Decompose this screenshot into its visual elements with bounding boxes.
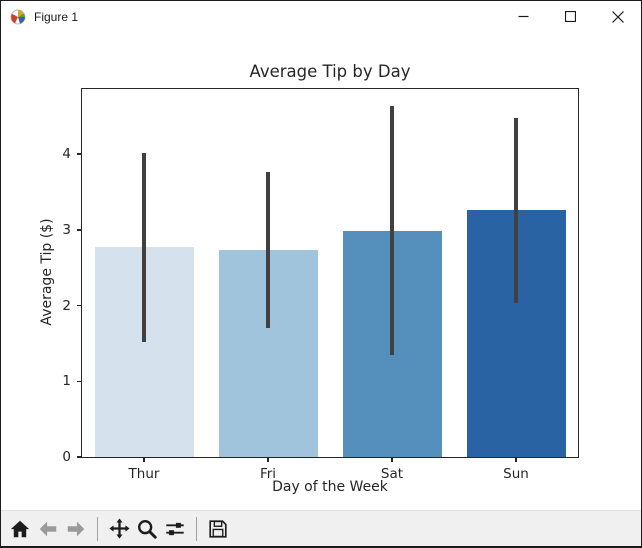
x-tick-mark <box>391 458 393 462</box>
y-tick-label: 2 <box>62 297 71 314</box>
chart-title: Average Tip by Day <box>249 62 411 81</box>
pan-button[interactable] <box>105 514 133 544</box>
save-floppy-icon <box>209 519 227 538</box>
pan-move-icon <box>108 518 130 539</box>
title-bar[interactable]: Figure 1 <box>1 1 641 32</box>
x-tick-label: Sat <box>380 466 404 482</box>
y-tick-label: 4 <box>62 146 71 163</box>
back-button[interactable] <box>34 514 62 544</box>
toolbar-separator <box>196 516 197 541</box>
home-button[interactable] <box>6 514 34 544</box>
forward-button[interactable] <box>62 514 90 544</box>
zoom-button[interactable] <box>133 514 161 544</box>
x-tick-mark <box>515 458 517 462</box>
matplotlib-logo-icon <box>10 9 26 25</box>
y-tick-mark <box>77 229 81 231</box>
home-icon <box>10 520 30 537</box>
navigation-toolbar <box>1 510 641 546</box>
y-tick-mark <box>77 456 81 458</box>
error-bar <box>390 106 394 355</box>
x-tick-mark <box>267 458 269 462</box>
y-tick-mark <box>77 304 81 307</box>
x-tick-label: Thur <box>128 466 160 482</box>
minimize-icon <box>518 15 529 18</box>
x-tick-label: Fri <box>259 466 277 482</box>
close-button[interactable] <box>594 1 641 32</box>
y-tick-mark <box>77 153 81 155</box>
back-arrow-icon <box>39 521 57 536</box>
maximize-icon <box>565 11 576 22</box>
x-tick-mark <box>143 458 145 462</box>
maximize-button[interactable] <box>547 1 594 32</box>
error-bar <box>142 153 146 342</box>
close-icon <box>611 10 624 23</box>
minimize-button[interactable] <box>500 1 547 32</box>
y-tick-label: 1 <box>62 373 71 390</box>
x-axis-label: Day of the Week <box>272 479 388 495</box>
forward-arrow-icon <box>67 521 85 536</box>
magnifier-icon <box>138 519 157 539</box>
y-tick-mark <box>77 380 81 383</box>
toolbar-separator <box>97 516 98 541</box>
y-axis-label: Average Tip ($) <box>39 218 55 326</box>
error-bar <box>266 172 270 328</box>
y-tick-label: 3 <box>62 221 71 238</box>
save-button[interactable] <box>204 514 232 544</box>
error-bar <box>514 117 518 304</box>
sliders-icon <box>166 522 184 535</box>
y-tick-label: 0 <box>62 449 71 465</box>
figure-canvas: Average Tip by Day Average Tip ($) Day o… <box>1 32 641 510</box>
window-title: Figure 1 <box>34 9 79 24</box>
configure-subplots-button[interactable] <box>161 514 189 544</box>
x-tick-label: Sun <box>503 466 529 482</box>
